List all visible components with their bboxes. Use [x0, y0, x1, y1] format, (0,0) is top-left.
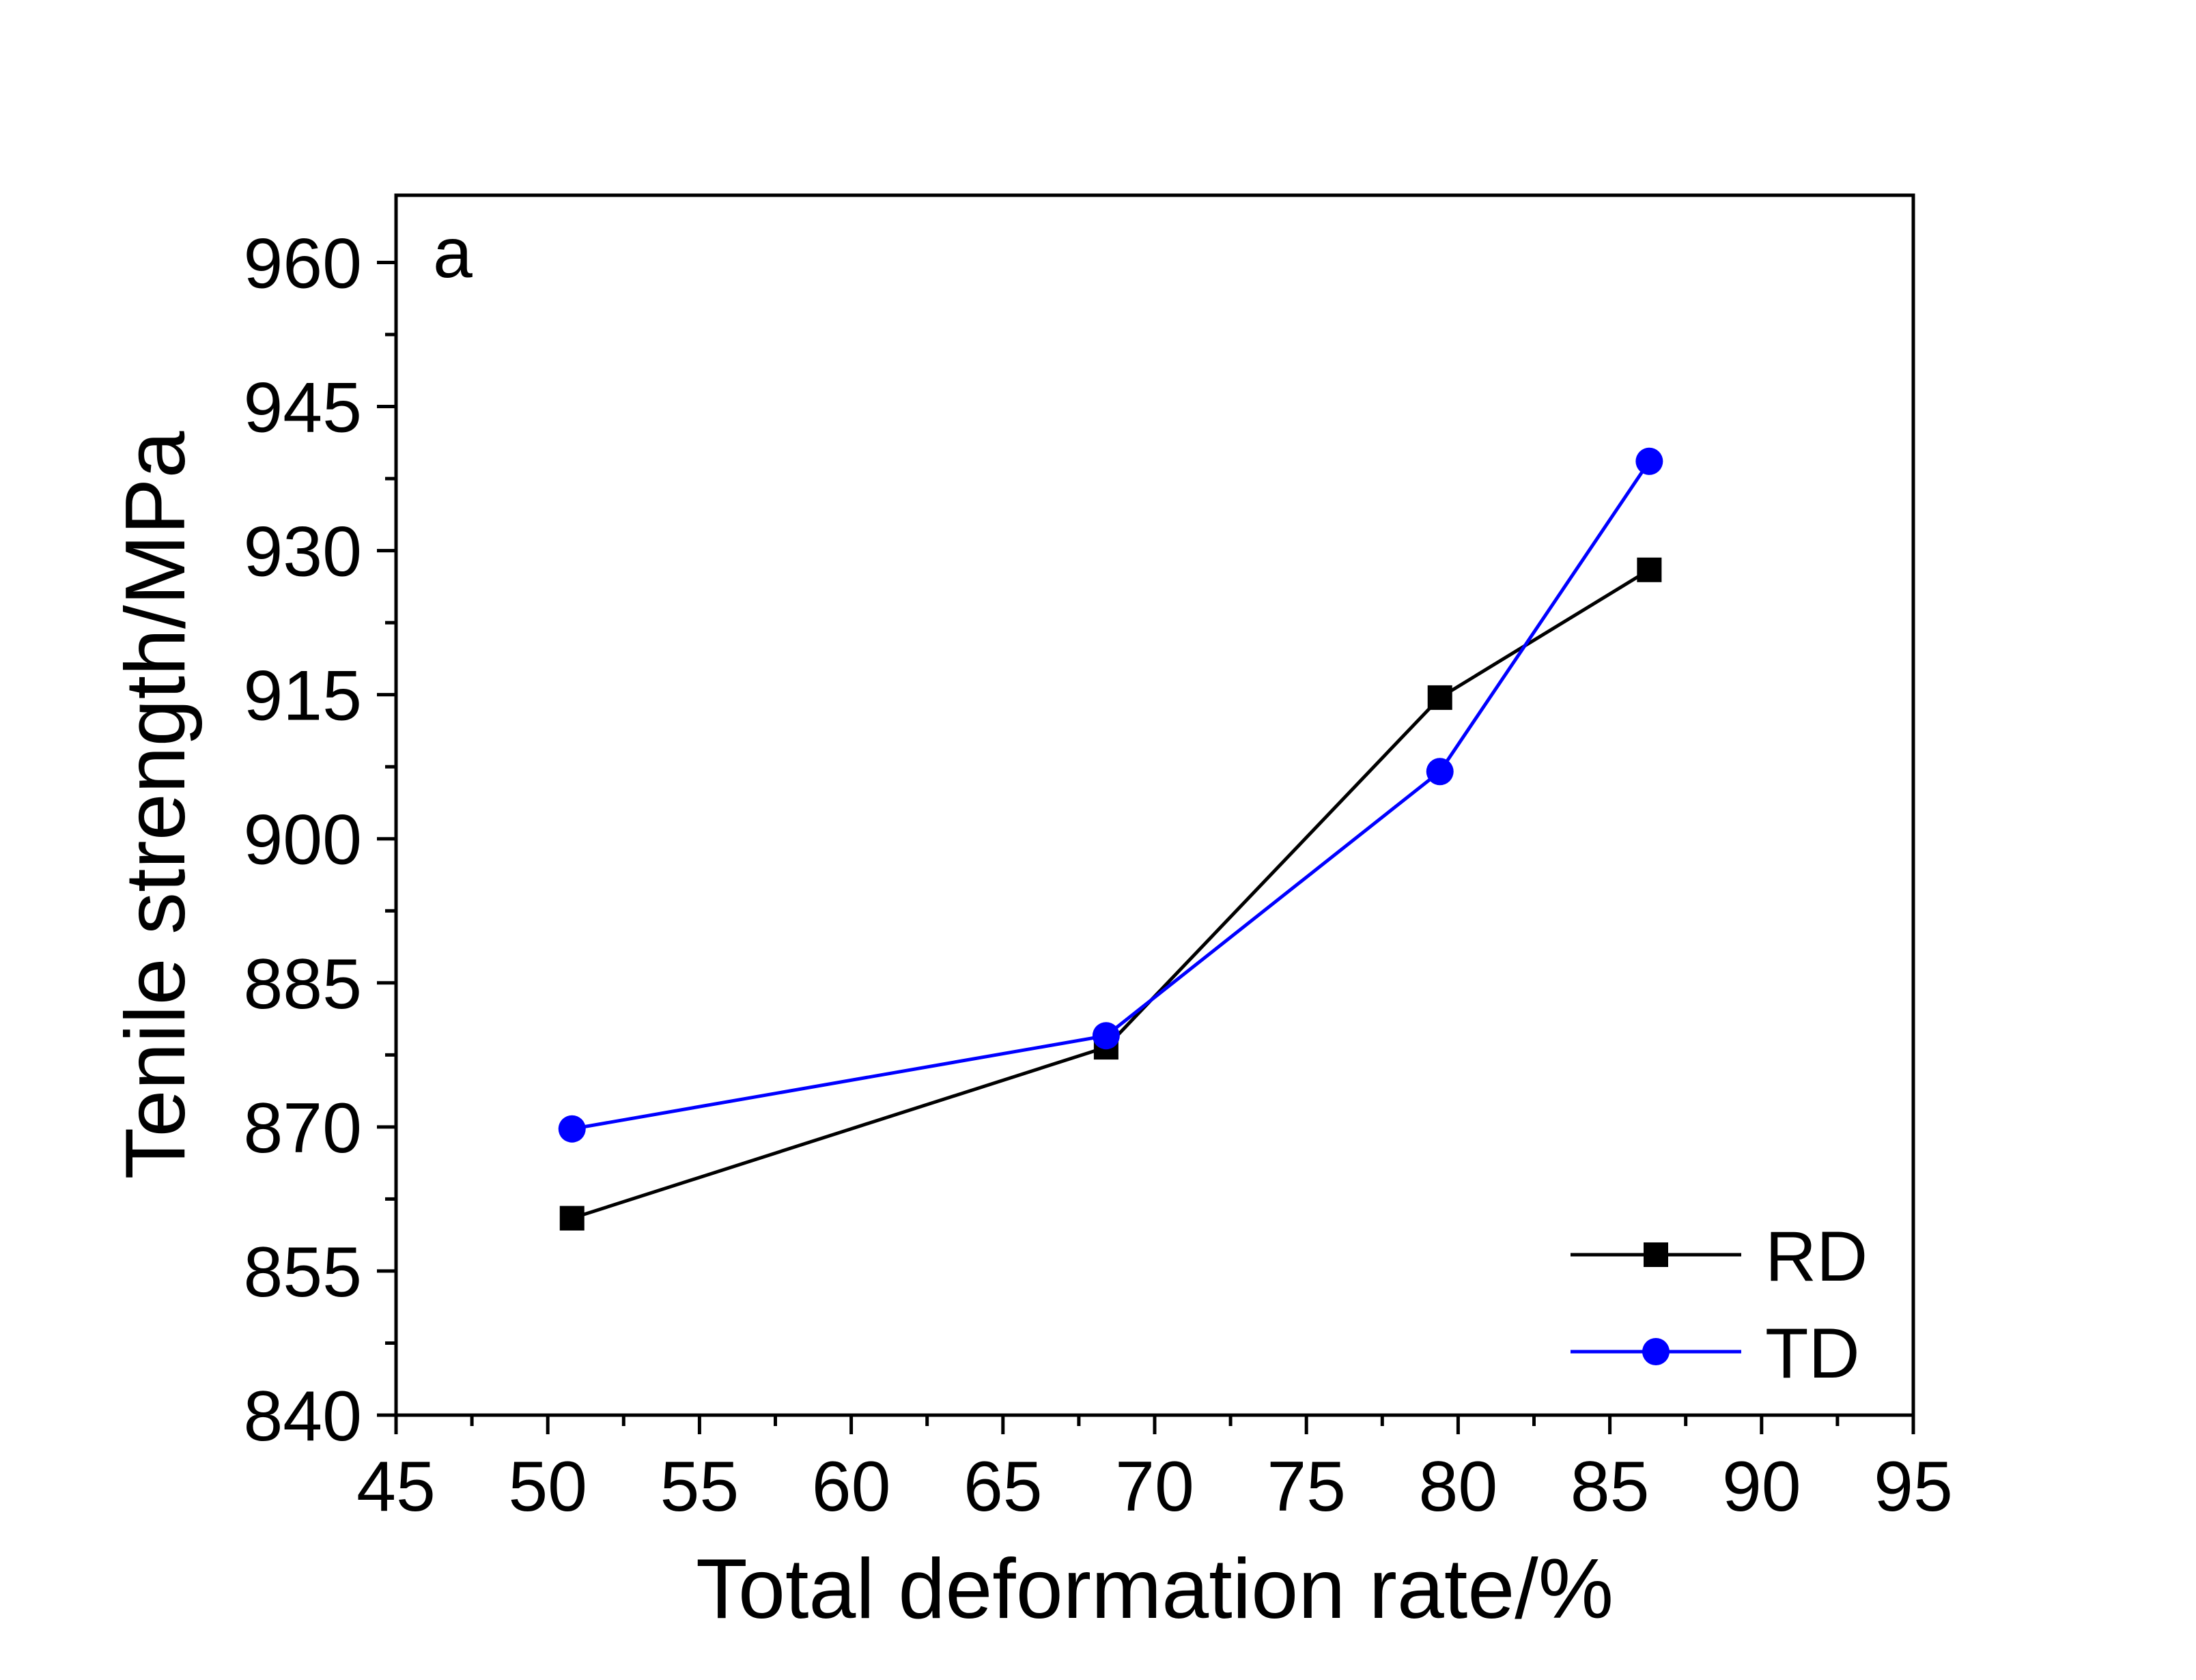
- x-tick-label: 90: [1722, 1447, 1801, 1526]
- legend-marker: [1642, 1338, 1670, 1365]
- x-tick-label: 80: [1419, 1447, 1498, 1526]
- x-tick-label: 45: [356, 1447, 436, 1526]
- legend: RD TD: [1571, 1217, 1868, 1393]
- data-point-td: [1426, 758, 1454, 786]
- x-tick-label: 70: [1115, 1447, 1194, 1526]
- data-point-rd: [1427, 685, 1452, 710]
- y-tick-label: 855: [243, 1233, 362, 1312]
- series-layer: [558, 447, 1663, 1231]
- y-tick-label: 840: [243, 1377, 362, 1456]
- tick-labels: 45 50 55 60 65 70 75 80 85 90 95 840 855 870 885 900 915…: [243, 224, 1952, 1526]
- y-tick-label: 885: [243, 945, 362, 1024]
- legend-label: RD: [1765, 1217, 1868, 1296]
- data-point-rd: [1637, 557, 1662, 582]
- legend-item-rd: RD: [1571, 1217, 1868, 1296]
- legend-marker: [1644, 1242, 1668, 1267]
- y-tick-label: 915: [243, 657, 362, 736]
- x-tick-label: 85: [1571, 1447, 1650, 1526]
- y-tick-label: 870: [243, 1089, 362, 1168]
- x-tick-label: 50: [508, 1447, 587, 1526]
- y-tick-label: 930: [243, 513, 362, 592]
- series-line-td: [572, 460, 1651, 1131]
- x-tick-label: 60: [812, 1447, 891, 1526]
- panel-annotation: a: [433, 214, 473, 293]
- x-tick-label: 75: [1267, 1447, 1346, 1526]
- data-point-rd: [559, 1206, 585, 1231]
- y-axis-title: Tenile strength/MPa: [109, 431, 203, 1180]
- data-point-td: [1635, 447, 1663, 475]
- x-tick-label: 55: [660, 1447, 740, 1526]
- data-point-td: [1092, 1022, 1120, 1050]
- y-tick-label: 945: [243, 369, 362, 448]
- x-tick-label: 95: [1874, 1447, 1953, 1526]
- legend-label: TD: [1765, 1314, 1860, 1393]
- series-rd: [559, 557, 1662, 1231]
- legend-item-td: TD: [1571, 1314, 1860, 1393]
- plot-frame: [394, 193, 1915, 1417]
- y-tick-label: 960: [243, 224, 362, 303]
- y-tick-label: 900: [243, 801, 362, 880]
- x-axis-title: Total deformation rate/%: [696, 1542, 1614, 1636]
- axis-ticks: [377, 260, 1915, 1434]
- series-line-rd: [571, 568, 1650, 1220]
- series-td: [558, 447, 1663, 1143]
- data-point-td: [558, 1115, 586, 1143]
- x-tick-label: 65: [963, 1447, 1043, 1526]
